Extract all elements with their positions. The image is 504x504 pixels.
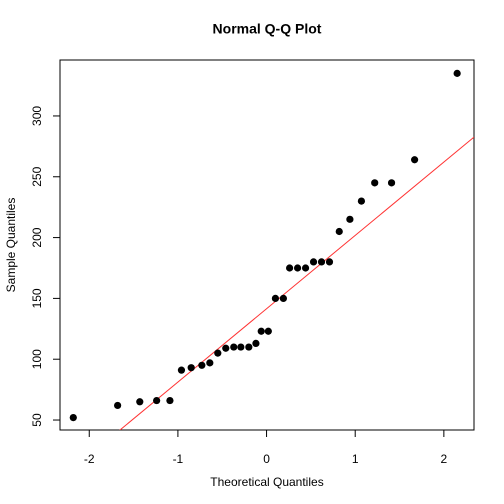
x-axis-label: Theoretical Quantiles bbox=[210, 475, 323, 489]
point bbox=[136, 398, 144, 406]
x-tick-label: 1 bbox=[352, 452, 359, 466]
point bbox=[153, 396, 161, 405]
y-tick-label: 250 bbox=[30, 166, 44, 186]
point bbox=[293, 264, 302, 272]
point bbox=[198, 361, 206, 369]
x-tick-label: -2 bbox=[84, 452, 95, 466]
x-tick-label: 0 bbox=[263, 452, 270, 466]
point bbox=[237, 343, 245, 351]
y-tick-label: 300 bbox=[30, 106, 44, 126]
y-tick-label: 150 bbox=[30, 288, 44, 308]
chart-title: Normal Q-Q Plot bbox=[213, 21, 322, 37]
point bbox=[230, 343, 238, 351]
point bbox=[166, 396, 174, 405]
point bbox=[357, 197, 366, 205]
point bbox=[206, 359, 214, 367]
y-tick-label: 100 bbox=[30, 349, 44, 369]
point bbox=[257, 327, 265, 335]
point bbox=[411, 156, 419, 164]
point bbox=[69, 413, 77, 422]
point bbox=[245, 343, 253, 351]
point bbox=[371, 179, 379, 187]
point bbox=[325, 258, 334, 266]
point bbox=[214, 349, 222, 357]
x-tick-label: -1 bbox=[173, 452, 184, 466]
point bbox=[301, 264, 310, 272]
point bbox=[114, 401, 122, 410]
point bbox=[453, 69, 461, 77]
y-tick-label: 50 bbox=[30, 413, 44, 427]
point bbox=[264, 327, 272, 335]
point bbox=[387, 179, 396, 187]
point bbox=[187, 364, 195, 372]
point bbox=[279, 294, 288, 302]
point bbox=[346, 215, 354, 223]
y-tick-label: 200 bbox=[30, 227, 44, 247]
point bbox=[317, 258, 326, 266]
reference-line bbox=[119, 136, 474, 430]
point bbox=[271, 294, 280, 302]
point bbox=[335, 227, 343, 236]
y-axis-label: Sample Quantiles bbox=[4, 198, 18, 293]
point bbox=[286, 264, 294, 272]
point bbox=[222, 344, 230, 352]
point bbox=[309, 258, 318, 266]
point bbox=[177, 366, 186, 374]
x-tick-label: 2 bbox=[441, 452, 448, 466]
plot-area bbox=[69, 69, 474, 430]
point bbox=[252, 339, 260, 347]
